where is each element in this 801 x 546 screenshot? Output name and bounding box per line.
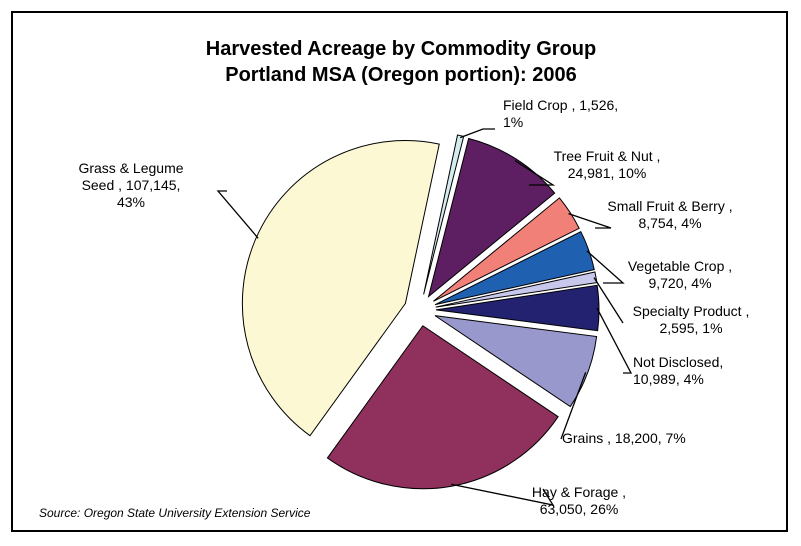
leader-small-fruit-berry	[568, 213, 612, 229]
slice-grains	[434, 315, 598, 408]
slice-vegetable-crop	[434, 231, 595, 306]
label-not-disclosed: Not Disclosed, 10,989, 4%	[633, 354, 723, 387]
slice-not-disclosed	[435, 284, 600, 332]
chart-frame: Harvested Acreage by Commodity Group Por…	[11, 11, 788, 532]
slice-small-fruit-berry	[433, 197, 580, 302]
leader-grass-legume-seed	[216, 190, 259, 239]
leader-field-crop	[459, 128, 495, 139]
label-tree-fruit-nut: Tree Fruit & Nut , 24,981, 10%	[554, 148, 661, 181]
slice-labels: Field Crop , 1,526, 1% Tree Fruit & Nut ,2…	[78, 97, 749, 517]
label-grass-legume-seed: Grass & Legume Seed , 107,145, 43%	[78, 160, 183, 210]
slice-hay-forage	[326, 325, 559, 490]
label-specialty-product: Specialty Product , 2,595, 1%	[633, 303, 750, 336]
pie-slices	[241, 134, 600, 490]
leader-not-disclosed	[596, 307, 633, 374]
leader-grains	[560, 372, 587, 440]
label-grains: Grains , 18,200, 7%	[562, 430, 686, 446]
leader-vegetable-crop	[586, 250, 625, 284]
leader-specialty-product	[593, 277, 624, 324]
leader-hay-forage	[451, 483, 555, 506]
slice-tree-fruit-nut	[427, 137, 556, 298]
leader-tree-fruit-nut	[514, 160, 556, 186]
chart-title-line-2: Portland MSA (Oregon portion): 2006	[225, 64, 577, 86]
pie-chart: Harvested Acreage by Commodity Group Por…	[39, 38, 749, 520]
label-small-fruit-berry: Small Fruit & Berry , 8,754, 4%	[607, 198, 732, 231]
leader-lines	[216, 128, 633, 506]
slice-grass-legume-seed	[241, 140, 440, 437]
chart-title-line-1: Harvested Acreage by Commodity Group	[206, 38, 596, 60]
label-hay-forage: Hay & Forage , 63,050, 26%	[532, 484, 626, 517]
label-field-crop: Field Crop , 1,526, 1%	[503, 97, 618, 130]
chart-source: Source: Oregon State University Extensio…	[39, 506, 311, 520]
label-vegetable-crop: Vegetable Crop , 9,720, 4%	[628, 258, 732, 291]
